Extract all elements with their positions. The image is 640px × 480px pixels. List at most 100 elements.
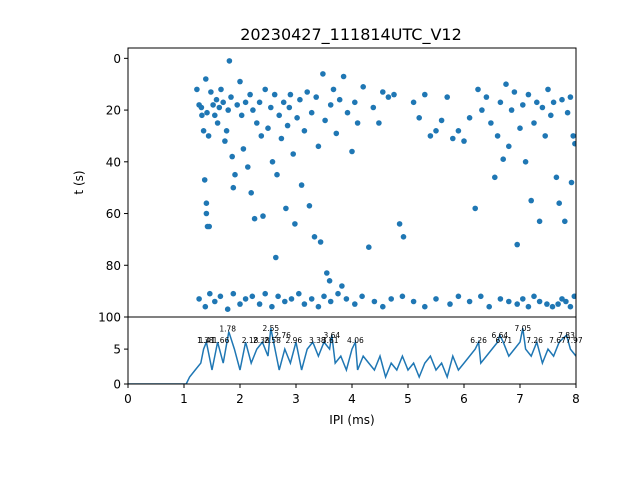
- raster-point: [224, 306, 231, 313]
- raster-point: [216, 104, 223, 111]
- raster-point: [366, 244, 372, 250]
- raster-point: [536, 298, 543, 305]
- raster-point: [242, 99, 249, 106]
- raster-point: [559, 96, 565, 103]
- raster-point: [245, 164, 251, 170]
- raster-point: [525, 303, 532, 310]
- raster-point: [359, 293, 365, 300]
- raster-point: [352, 301, 358, 307]
- raster-y-tick-label: 60: [106, 207, 121, 221]
- raster-point: [321, 293, 327, 300]
- raster-point: [385, 94, 392, 100]
- raster-point: [208, 89, 214, 95]
- raster-point: [284, 122, 291, 129]
- raster-point: [232, 171, 238, 178]
- raster-point: [228, 94, 234, 100]
- raster-point: [531, 293, 537, 300]
- raster-point: [486, 303, 493, 310]
- histogram-x-ticks: 0 1 2 3 4 5 6 7 8: [124, 384, 580, 406]
- raster-point: [466, 298, 473, 305]
- raster-point: [399, 293, 406, 300]
- histogram-y-ticks: 05: [113, 343, 128, 392]
- raster-point: [238, 112, 245, 119]
- raster-point: [326, 278, 333, 284]
- histogram-x-tick-label: 2: [236, 392, 244, 406]
- raster-point: [410, 298, 417, 305]
- raster-point: [571, 293, 576, 300]
- peak-annotation: 3.38: [309, 336, 326, 345]
- raster-point: [479, 107, 485, 113]
- histogram-panel: 1.78 2.552.76 3.64 1.381.411.66 2.182.382.58…: [113, 316, 583, 427]
- raster-point: [564, 109, 571, 116]
- raster-points: [194, 58, 576, 313]
- raster-point: [391, 91, 397, 98]
- peak-annotation: 1.38: [197, 336, 214, 345]
- raster-point: [201, 177, 208, 183]
- peak-annotation: 2.76: [274, 331, 291, 340]
- raster-point: [290, 151, 297, 157]
- raster-point: [567, 303, 574, 310]
- raster-point: [344, 109, 351, 116]
- raster-point: [352, 99, 358, 106]
- peak-annotation: 7.97: [566, 336, 583, 345]
- raster-point: [212, 112, 218, 119]
- peak-annotation: 2.96: [285, 336, 302, 345]
- raster-point: [492, 174, 498, 181]
- raster-point: [534, 99, 540, 106]
- raster-point: [206, 223, 212, 230]
- raster-point: [315, 303, 322, 310]
- raster-point: [522, 159, 529, 165]
- raster-point: [226, 58, 233, 64]
- raster-point: [478, 293, 484, 300]
- raster-point: [497, 296, 504, 302]
- raster-point: [528, 197, 534, 204]
- peak-annotation: 2.55: [262, 324, 279, 333]
- raster-point: [511, 89, 518, 95]
- raster-point: [333, 130, 340, 137]
- raster-point: [339, 283, 345, 289]
- raster-point: [531, 120, 537, 126]
- histogram-x-tick-label: 1: [180, 392, 188, 406]
- raster-point: [265, 125, 271, 131]
- raster-point: [240, 146, 247, 152]
- raster-point: [225, 107, 231, 113]
- raster-point: [483, 94, 490, 100]
- peak-annotation: 7.67: [549, 336, 566, 345]
- raster-point: [283, 205, 289, 212]
- raster-point: [553, 174, 560, 181]
- raster-point: [313, 94, 320, 100]
- raster-point: [388, 296, 395, 302]
- raster-point: [514, 301, 520, 307]
- histogram-x-tick-label: 6: [460, 392, 468, 406]
- raster-point: [555, 301, 561, 307]
- peak-annotation: 7.26: [526, 336, 543, 345]
- raster-point: [525, 91, 532, 98]
- histogram-x-tick-label: 3: [292, 392, 300, 406]
- raster-point: [218, 86, 224, 93]
- raster-point: [544, 301, 550, 307]
- raster-point: [349, 148, 355, 155]
- raster-point: [494, 133, 501, 139]
- raster-point: [268, 104, 274, 111]
- raster-point: [340, 73, 347, 80]
- raster-y-axis-label: t (s): [72, 170, 86, 194]
- raster-point: [416, 115, 423, 121]
- raster-point: [520, 102, 526, 108]
- raster-point: [472, 205, 479, 212]
- raster-point: [335, 290, 341, 297]
- raster-point: [380, 303, 386, 310]
- raster-point: [237, 78, 243, 85]
- peak-annotation: 6.26: [470, 336, 487, 345]
- histogram-y-tick-label: 5: [113, 343, 121, 357]
- raster-point: [280, 99, 287, 106]
- raster-point: [301, 301, 308, 307]
- raster-point: [210, 102, 216, 108]
- raster-point: [308, 109, 315, 116]
- raster-point: [269, 159, 276, 165]
- raster-point: [548, 112, 554, 119]
- raster-point: [249, 293, 256, 300]
- raster-point: [433, 296, 439, 302]
- raster-point: [223, 128, 230, 134]
